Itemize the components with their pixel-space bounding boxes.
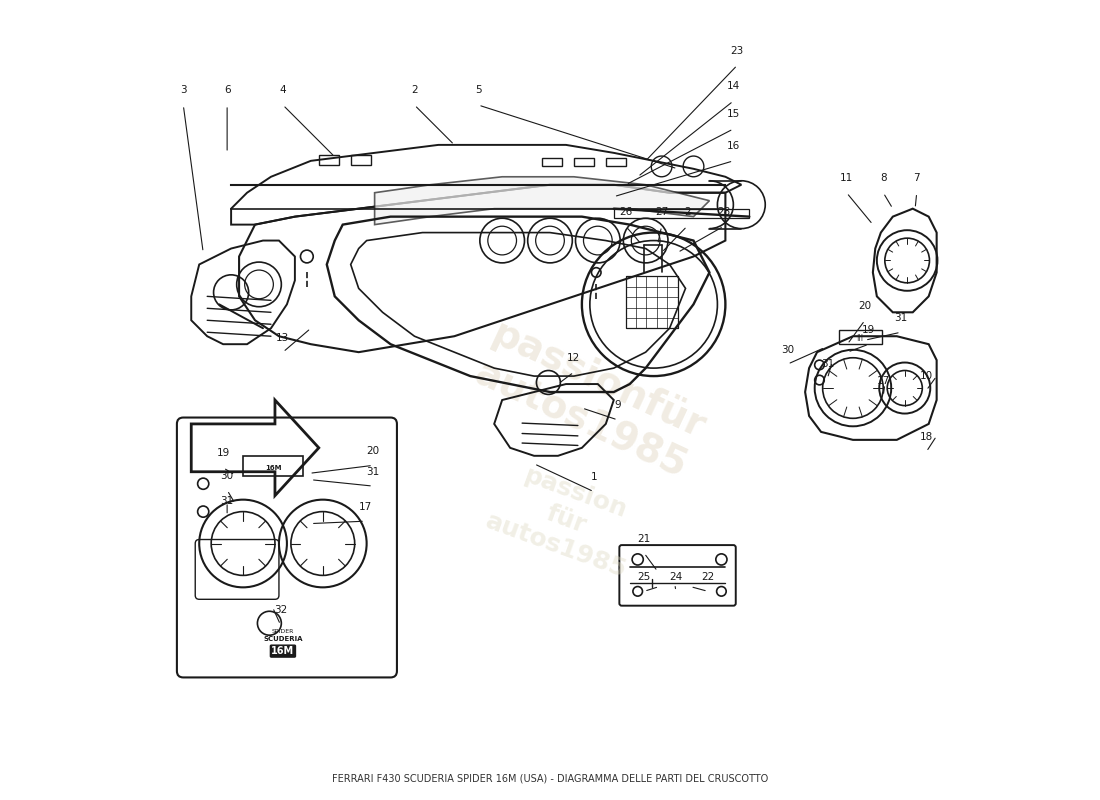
Text: 17: 17 — [359, 502, 372, 512]
Text: 14: 14 — [727, 82, 740, 91]
Text: 12: 12 — [568, 353, 581, 362]
Text: |||: ||| — [857, 334, 864, 342]
Bar — [319, 155, 339, 165]
Text: 32: 32 — [274, 606, 287, 615]
Bar — [351, 155, 371, 165]
Text: 24: 24 — [669, 572, 683, 582]
Text: 28: 28 — [717, 206, 730, 217]
Text: passion
für
autos1985: passion für autos1985 — [483, 457, 649, 582]
Text: 5: 5 — [475, 86, 482, 95]
Text: 22: 22 — [701, 572, 715, 582]
Text: SCUDERIA: SCUDERIA — [263, 636, 302, 642]
Text: FERRARI F430 SCUDERIA SPIDER 16M (USA) - DIAGRAMMA DELLE PARTI DEL CRUSCOTTO: FERRARI F430 SCUDERIA SPIDER 16M (USA) -… — [332, 774, 768, 784]
Text: 6: 6 — [223, 86, 230, 95]
Bar — [243, 456, 302, 476]
Bar — [606, 158, 626, 166]
Text: 16M: 16M — [272, 646, 295, 656]
Text: 27: 27 — [654, 206, 668, 217]
Text: 2: 2 — [684, 206, 691, 217]
Text: 25: 25 — [637, 572, 651, 582]
Text: 30: 30 — [781, 345, 794, 354]
Text: 9: 9 — [615, 400, 622, 410]
Text: 17: 17 — [877, 377, 890, 386]
Text: 1: 1 — [591, 472, 597, 482]
Text: 26: 26 — [619, 206, 632, 217]
Text: 8: 8 — [880, 173, 887, 183]
Bar — [574, 158, 594, 166]
Text: 2: 2 — [411, 86, 418, 95]
Text: 31: 31 — [894, 313, 908, 322]
Bar — [614, 210, 749, 218]
Text: 16M: 16M — [265, 465, 282, 470]
Text: 11: 11 — [840, 173, 854, 183]
Text: 19: 19 — [217, 448, 230, 458]
Text: 31: 31 — [220, 496, 233, 506]
Text: 4: 4 — [279, 86, 286, 95]
Text: 16: 16 — [727, 142, 740, 151]
Text: 7: 7 — [913, 173, 920, 183]
Bar — [838, 330, 882, 344]
Text: passionfür
autos1985: passionfür autos1985 — [468, 314, 712, 486]
Text: 30: 30 — [221, 470, 233, 481]
Text: 21: 21 — [637, 534, 651, 543]
Text: 31: 31 — [366, 466, 379, 477]
Text: 23: 23 — [730, 46, 744, 56]
Text: SPIDER: SPIDER — [272, 629, 294, 634]
Text: 20: 20 — [858, 301, 871, 310]
Text: 3: 3 — [180, 86, 187, 95]
Text: 31: 31 — [821, 359, 834, 369]
Text: 10: 10 — [920, 371, 933, 381]
Polygon shape — [375, 177, 710, 225]
Bar — [626, 277, 678, 328]
Text: 13: 13 — [276, 333, 289, 342]
Text: 19: 19 — [862, 325, 876, 334]
Text: 15: 15 — [727, 110, 740, 119]
Bar — [542, 158, 562, 166]
Text: 18: 18 — [920, 432, 933, 442]
Text: 20: 20 — [366, 446, 379, 456]
